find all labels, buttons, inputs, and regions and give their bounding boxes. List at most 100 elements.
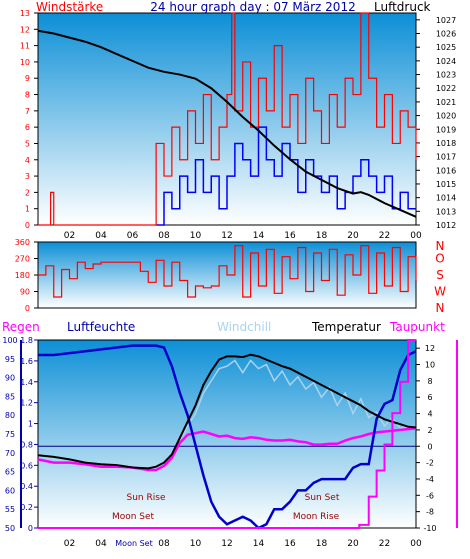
- wind-axis-tick-label: 2: [25, 188, 30, 197]
- pressure-axis-tick-label: 1025: [436, 43, 456, 52]
- rain-axis-tick-label: 0.4: [20, 482, 33, 491]
- wind-axis-tick-label: 7: [25, 107, 30, 116]
- temperature-axis-tick-label: 6: [427, 393, 432, 402]
- x-axis-tick-label-panel1: 08: [158, 231, 170, 241]
- wind-axis-tick-label: 11: [20, 42, 30, 51]
- x-axis-tick-label-panel1: 12: [221, 231, 232, 241]
- pressure-axis-tick-label: 1020: [436, 112, 456, 121]
- compass-direction-label: N: [436, 301, 445, 315]
- rain-axis-tick-label: 0: [28, 524, 33, 533]
- humidity-axis-tick-label: 55: [5, 505, 15, 514]
- rain-axis-tick-label: 1.2: [20, 399, 33, 408]
- compass-direction-label: W: [434, 285, 446, 299]
- temperature-axis-tick-label: 4: [427, 410, 432, 419]
- humidity-axis-tick-label: 90: [5, 374, 15, 383]
- x-axis-tick-label-panel3: 12: [221, 539, 232, 549]
- wind-axis-tick-label: 12: [20, 25, 30, 34]
- temperature-axis-tick-label: 10: [425, 361, 435, 370]
- direction-axis-tick-label: 0: [25, 304, 30, 313]
- humidity-axis-tick-label: 85: [5, 392, 15, 401]
- pressure-axis-tick-label: 1027: [436, 16, 456, 25]
- wind-axis-tick-label: 1: [25, 205, 30, 214]
- gust-series-line: [156, 126, 416, 226]
- direction-axis-tick-label: 360: [15, 238, 30, 247]
- pressure-axis-tick-label: 1022: [436, 84, 456, 93]
- x-axis-tick-label-panel3: 04: [95, 539, 107, 549]
- direction-axis-tick-label: 180: [15, 271, 30, 280]
- pressure-axis-tick-label: 1023: [436, 71, 456, 80]
- rain-axis-tick-label: 1: [28, 420, 33, 429]
- chart-marks: 0123456789101112131012101310141015101610…: [2, 9, 458, 549]
- wind-axis-tick-label: 3: [25, 172, 30, 181]
- pressure-axis-tick-label: 1019: [436, 125, 456, 134]
- humidity-axis-tick-label: 50: [5, 524, 15, 533]
- windchill-series-line: [155, 359, 417, 470]
- temperature-axis-tick-label: -6: [426, 491, 434, 500]
- x-axis-tick-label-panel1: 20: [347, 231, 359, 241]
- dewpoint-series-line: [37, 427, 417, 472]
- rain-series-line: [38, 339, 416, 529]
- temperature-axis-tick-label: -10: [423, 524, 436, 533]
- dewpoint-legend: Taupunkt: [389, 320, 445, 334]
- wind-direction-series-line: [38, 245, 417, 298]
- x-axis-tick-label-panel3: 00: [410, 539, 422, 549]
- x-axis-tick-label-panel1: 06: [127, 231, 139, 241]
- pressure-series-line: [37, 29, 417, 218]
- wind-series-line: [38, 12, 417, 226]
- x-axis-tick-label-panel3: 16: [284, 539, 296, 549]
- pressure-axis-title: Luftdruck: [374, 0, 431, 14]
- pressure-axis-tick-label: 1024: [436, 57, 456, 66]
- compass-direction-label: N: [436, 239, 445, 253]
- temperature-axis-tick-label: 2: [427, 426, 432, 435]
- windchill-legend: Windchill: [217, 320, 271, 334]
- wind-axis-tick-label: 6: [25, 123, 30, 132]
- rain-axis-title: Regen: [2, 320, 40, 334]
- wind-axis-tick-label: 8: [25, 91, 30, 100]
- temperature-axis-tick-label: 0: [427, 442, 432, 451]
- compass-direction-label: S: [436, 268, 444, 282]
- pressure-axis-tick-label: 1013: [436, 207, 456, 216]
- rain-axis-tick-label: 1.8: [20, 336, 33, 345]
- temperature-axis-tick-label: 8: [427, 377, 432, 386]
- annotation-moon-rise: Moon Rise: [293, 512, 340, 522]
- panel-temperature-humidity: [37, 339, 417, 529]
- x-axis-tick-label-panel1: 16: [284, 231, 296, 241]
- wind-axis-tick-label: 13: [20, 9, 30, 18]
- annotation-moon-set: Moon Set: [112, 512, 155, 522]
- wind-axis-tick-label: 10: [20, 58, 30, 67]
- compass-direction-label: O: [435, 252, 444, 266]
- direction-axis-tick-label: 90: [20, 288, 30, 297]
- humidity-axis-tick-label: 65: [5, 468, 15, 477]
- pressure-axis-tick-label: 1012: [436, 221, 456, 230]
- rain-axis-tick-label: 0.6: [20, 461, 33, 470]
- wind-axis-tick-label: 9: [25, 74, 30, 83]
- wind-axis-tick-label: 0: [25, 221, 30, 230]
- humidity-axis-tick-label: 75: [5, 430, 15, 439]
- rain-axis-tick-label: 0.2: [20, 503, 33, 512]
- humidity-axis-tick-label: 60: [5, 486, 15, 495]
- pressure-axis-tick-label: 1014: [436, 194, 456, 203]
- pressure-axis-tick-label: 1016: [436, 166, 456, 175]
- pressure-axis-tick-label: 1026: [436, 30, 456, 39]
- humidity-axis-tick-label: 95: [5, 355, 15, 364]
- pressure-axis-tick-label: 1017: [436, 153, 456, 162]
- x-axis-tick-label-panel3: 14: [253, 539, 265, 549]
- temperature-axis-tick-label: -4: [426, 475, 434, 484]
- x-axis-tick-label-panel1: 10: [190, 231, 202, 241]
- direction-axis-tick-label: 270: [15, 255, 30, 264]
- x-axis-tick-label-panel3: 22: [379, 539, 390, 549]
- temperature-axis-tick-label: -2: [426, 459, 434, 468]
- x-axis-tick-label-panel3: 10: [190, 539, 202, 549]
- x-axis-tick-label-panel3: 08: [158, 539, 170, 549]
- annotation-moon-set-axis: Moon Set: [115, 539, 152, 548]
- wind-axis-title: Windstärke: [36, 0, 103, 14]
- x-axis-tick-label-panel3: 02: [64, 539, 75, 549]
- pressure-axis-tick-label: 1018: [436, 139, 456, 148]
- annotation-sun-set: Sun Set: [305, 493, 340, 503]
- temperature-axis-tick-label: 12: [425, 344, 435, 353]
- x-axis-tick-label-panel1: 18: [316, 231, 328, 241]
- pressure-axis-tick-label: 1021: [436, 98, 456, 107]
- x-axis-tick-label-panel1: 14: [253, 231, 265, 241]
- rain-axis-tick-label: 1.6: [20, 357, 33, 366]
